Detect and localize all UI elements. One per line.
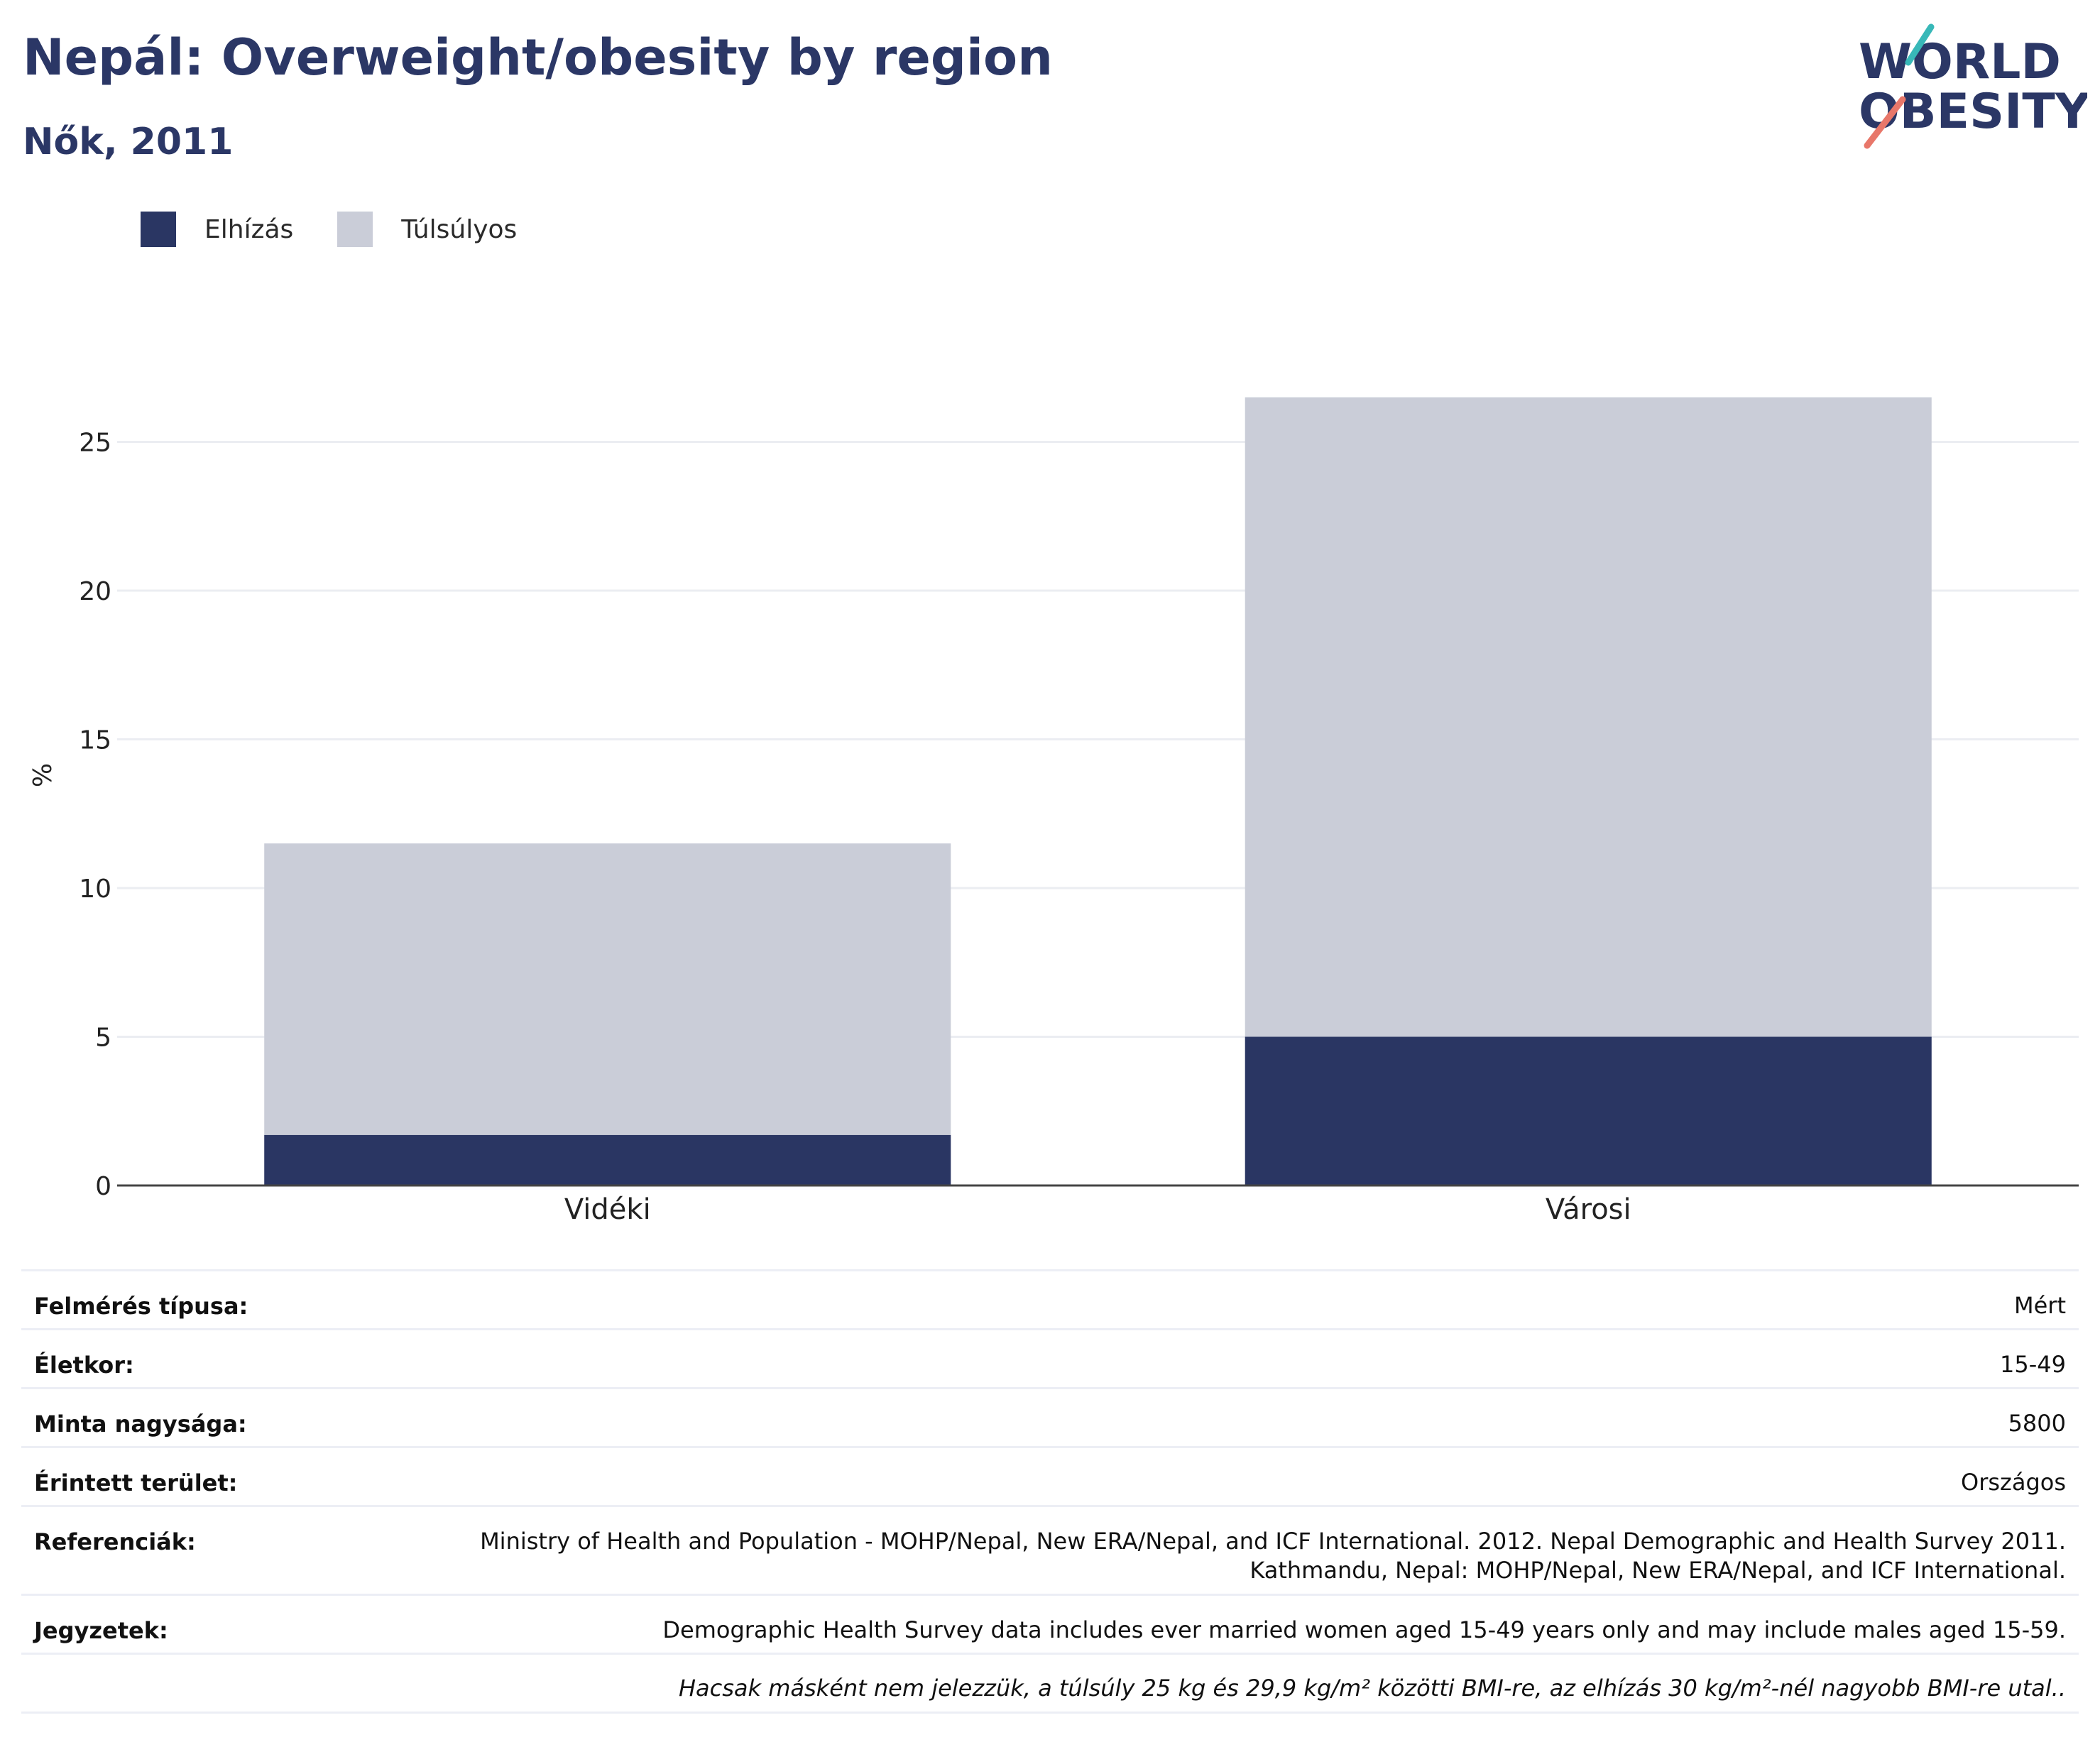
footnote-row: Hacsak másként nem jelezzük, a túlsúly 2… [21, 1655, 2079, 1714]
info-key: Minta nagysága: [34, 1411, 247, 1437]
x-tick-labels: Vidéki Városi [564, 1193, 1631, 1226]
info-value: 5800 [2008, 1410, 2066, 1437]
info-key: Jegyzetek: [34, 1617, 168, 1644]
legend: Elhízás Túlsúlyos [141, 212, 561, 247]
bar-overweight [1245, 397, 1932, 1037]
legend-swatch-overweight [337, 212, 373, 247]
legend-swatch-obesity [141, 212, 176, 247]
y-tick-label: 20 [79, 577, 111, 606]
info-key: Érintett terület: [34, 1469, 238, 1496]
info-key: Életkor: [34, 1352, 134, 1379]
y-tick-label: 25 [79, 429, 111, 458]
world-obesity-logo: WORLD OBESITY [1859, 23, 2087, 149]
info-value: 15-49 [2000, 1351, 2066, 1378]
chart-subtitle: Nők, 2011 [23, 121, 234, 163]
chart-title: Nepál: Overweight/obesity by region [23, 28, 1053, 87]
footnote: Hacsak másként nem jelezzük, a túlsúly 2… [678, 1675, 2066, 1702]
info-row: Érintett terület: Országos [21, 1448, 2079, 1507]
info-row: Minta nagysága: 5800 [21, 1389, 2079, 1448]
info-row: Referenciák: Ministry of Health and Popul… [21, 1507, 2079, 1596]
y-axis-label: % [28, 763, 58, 787]
y-tick-label: 5 [95, 1024, 111, 1053]
bar-obesity [1245, 1036, 1932, 1185]
bar-overweight [264, 843, 951, 1135]
info-row: Jegyzetek: Demographic Health Survey data… [21, 1596, 2079, 1655]
info-table: Felmérés típusa: Mért Életkor: 15-49 Minta n… [21, 1269, 2079, 1714]
bar-chart: 0 5 10 15 20 25 Vidéki Városi % [28, 397, 2079, 1226]
logo-line1: WORLD [1859, 34, 2061, 90]
x-tick-label: Városi [1546, 1193, 1631, 1226]
info-row: Életkor: 15-49 [21, 1330, 2079, 1389]
legend-label-overweight: Túlsúlyos [401, 214, 518, 244]
info-key: Felmérés típusa: [34, 1293, 248, 1320]
info-value: Mért [2014, 1292, 2066, 1319]
y-tick-labels: 0 5 10 15 20 25 [79, 429, 111, 1202]
x-tick-label: Vidéki [564, 1193, 651, 1226]
info-row: Felmérés típusa: Mért [21, 1271, 2079, 1330]
y-tick-label: 15 [79, 726, 111, 755]
y-tick-label: 0 [95, 1172, 111, 1201]
y-tick-label: 10 [79, 875, 111, 904]
info-key: Referenciák: [34, 1528, 196, 1555]
info-value: Ministry of Health and Population - MOHP… [480, 1528, 2066, 1584]
bar-obesity [264, 1134, 951, 1185]
info-value: Demographic Health Survey data includes … [662, 1616, 2066, 1643]
legend-label-obesity: Elhízás [204, 214, 294, 244]
info-value: Országos [1961, 1469, 2066, 1496]
bars [117, 397, 2079, 1187]
